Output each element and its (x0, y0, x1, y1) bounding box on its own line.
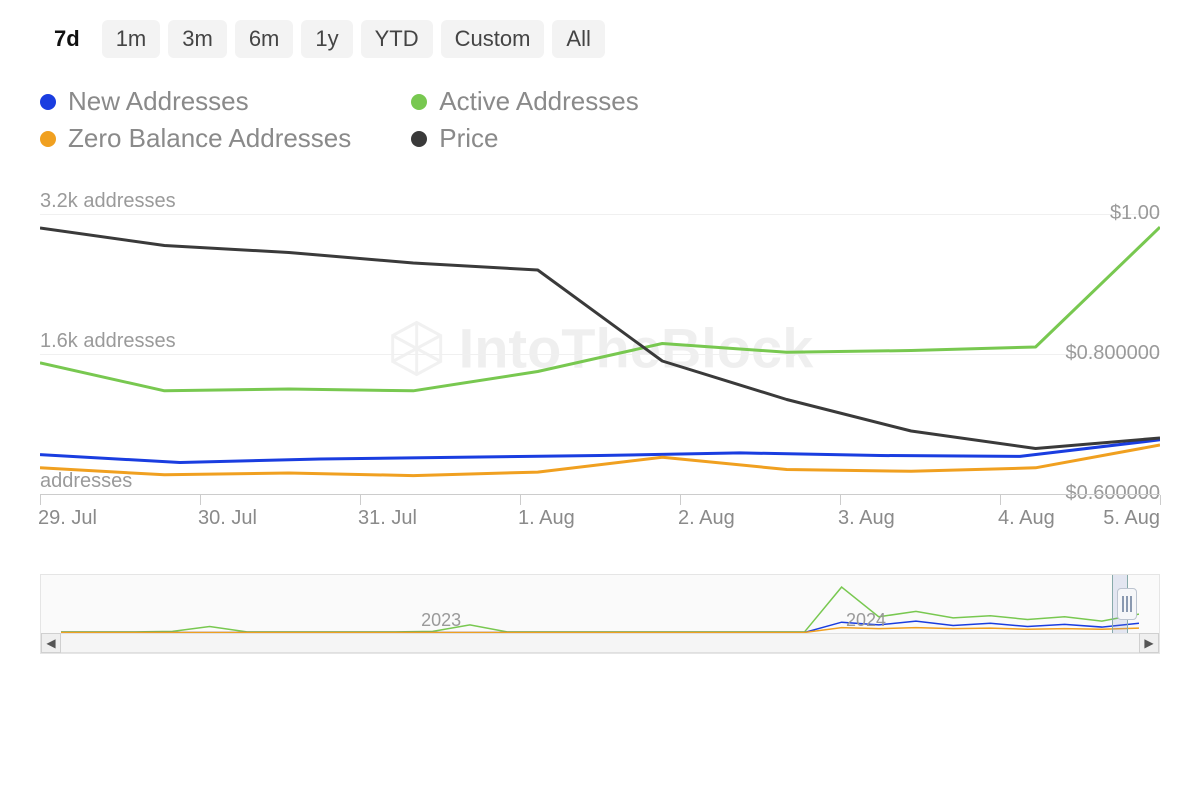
y-left-label: 3.2k addresses (40, 190, 176, 213)
legend-label: Price (439, 123, 498, 154)
x-axis-label: 1. Aug (518, 507, 575, 530)
x-axis-label: 4. Aug (998, 507, 1055, 530)
x-axis: 29. Jul 30. Jul 31. Jul 1. Aug 2. Aug 3. Aug 4… (40, 494, 1160, 534)
range-selector: 7d1m3m6m1yYTDCustomAll (40, 20, 1160, 58)
x-axis-label: 2. Aug (678, 507, 735, 530)
x-axis-label: 30. Jul (198, 507, 257, 530)
overview-panel: ◀ ▶ 2023 2024 (40, 574, 1160, 654)
chart-plot-area[interactable] (40, 214, 1160, 494)
overview-scroll-track[interactable] (61, 633, 1139, 653)
legend-label: Zero Balance Addresses (68, 123, 351, 154)
brush-selection[interactable] (1112, 575, 1128, 633)
legend-item[interactable]: Active Addresses (411, 86, 638, 117)
legend: New Addresses Active Addresses Zero Balanc… (40, 86, 639, 154)
range-button-6m[interactable]: 6m (235, 20, 294, 58)
overview-year-label: 2024 (846, 610, 886, 631)
overview-scroll-right-button[interactable]: ▶ (1139, 633, 1159, 653)
brush-handle-icon[interactable] (1117, 588, 1137, 620)
legend-dot-icon (40, 131, 56, 147)
overview-year-label: 2023 (421, 610, 461, 631)
x-axis-label: 5. Aug (1103, 507, 1160, 530)
legend-item[interactable]: New Addresses (40, 86, 351, 117)
legend-dot-icon (40, 94, 56, 110)
series-line-active_addresses (40, 227, 1160, 391)
x-axis-label: 31. Jul (358, 507, 417, 530)
range-button-7d[interactable]: 7d (40, 20, 94, 58)
overview-scroll-left-button[interactable]: ◀ (41, 633, 61, 653)
legend-item[interactable]: Zero Balance Addresses (40, 123, 351, 154)
range-button-1m[interactable]: 1m (102, 20, 161, 58)
legend-dot-icon (411, 131, 427, 147)
main-chart: IntoTheBlock 3.2k addresses1.6k addresse… (40, 214, 1160, 534)
range-button-all[interactable]: All (552, 20, 604, 58)
legend-item[interactable]: Price (411, 123, 638, 154)
range-button-1y[interactable]: 1y (301, 20, 352, 58)
overview-plot[interactable] (61, 579, 1139, 633)
legend-label: New Addresses (68, 86, 249, 117)
range-button-custom[interactable]: Custom (441, 20, 545, 58)
range-button-ytd[interactable]: YTD (361, 20, 433, 58)
range-button-3m[interactable]: 3m (168, 20, 227, 58)
series-line-price (40, 228, 1160, 449)
x-axis-label: 3. Aug (838, 507, 895, 530)
legend-label: Active Addresses (439, 86, 638, 117)
x-axis-label: 29. Jul (38, 507, 97, 530)
legend-dot-icon (411, 94, 427, 110)
